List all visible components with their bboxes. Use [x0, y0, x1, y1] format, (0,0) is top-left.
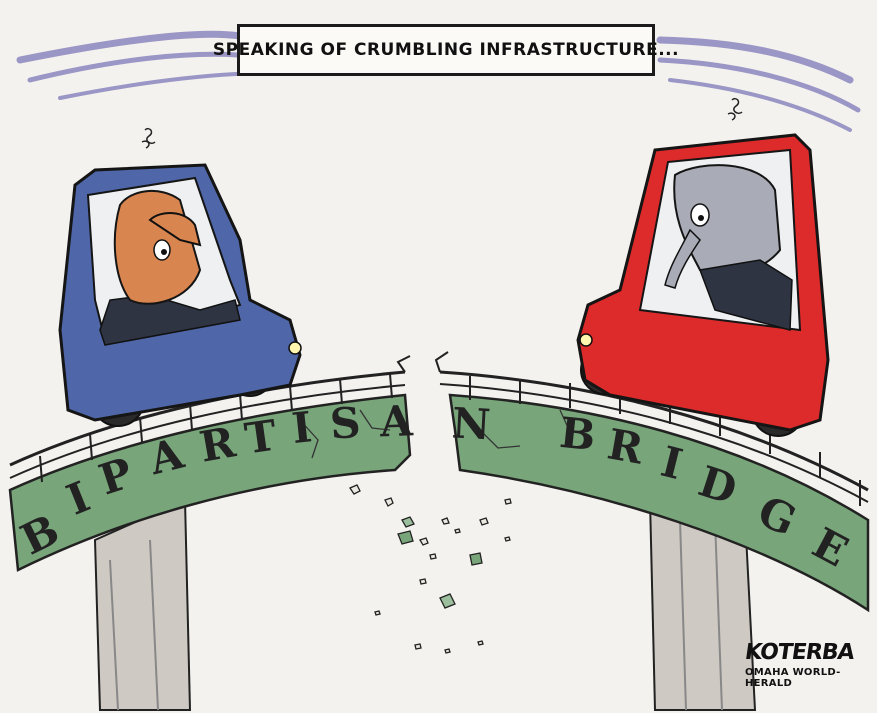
- bridge-letter: B: [557, 408, 597, 460]
- signature-name: KOTERBA: [743, 640, 856, 665]
- signature-paper: OMAHA WORLD-HERALD: [745, 667, 841, 689]
- falling-debris: [349, 484, 512, 654]
- bridge-letter: S: [328, 398, 362, 449]
- bridge-letter: N: [451, 398, 492, 449]
- sky-streaks: [16, 30, 861, 132]
- caption-box: SPEAKING OF CRUMBLING INFRASTRUCTURE...: [213, 24, 679, 76]
- bridge-right-span: [434, 351, 870, 613]
- bridge-left-span: [8, 355, 412, 572]
- artist-signature: KOTERBA OMAHA WORLD-HERALD: [743, 640, 877, 689]
- blue-car: [58, 127, 302, 427]
- bridge-cracks: [299, 409, 571, 459]
- bridge-pillars: [93, 498, 757, 711]
- red-car: [576, 97, 830, 437]
- caption-text: SPEAKING OF CRUMBLING INFRASTRUCTURE...: [212, 40, 680, 60]
- bridge-letter: A: [378, 396, 415, 446]
- bridge-letter: T: [242, 411, 280, 464]
